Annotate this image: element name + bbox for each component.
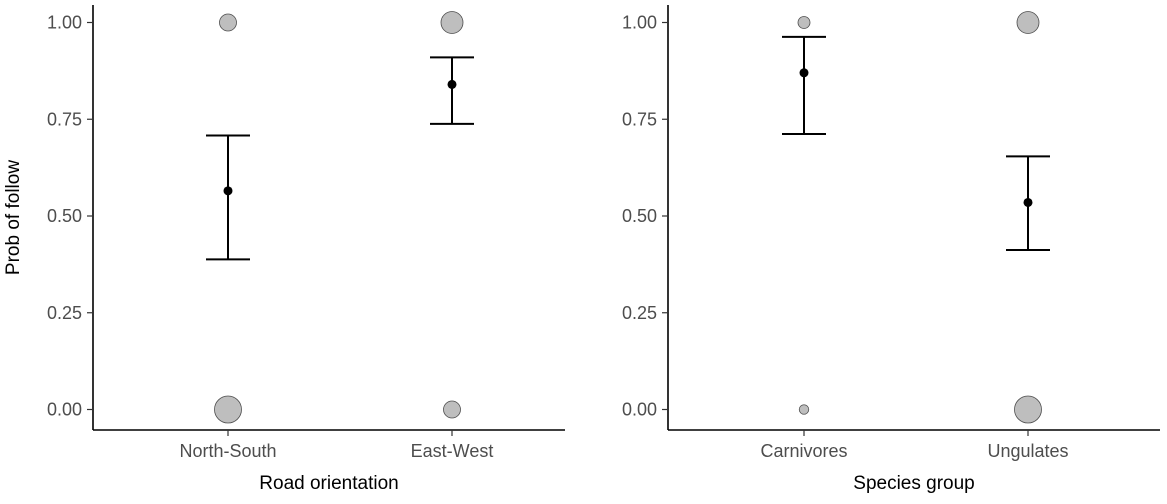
- x-tick-label: North-South: [179, 441, 276, 461]
- y-tick-label: 0.50: [47, 206, 82, 226]
- data-bubble: [219, 13, 237, 32]
- chart-panel-1: 0.00 0.25 0.50 0.75 1.00 North-South East-West…: [3, 5, 565, 494]
- y-tick-label: 1.00: [622, 13, 657, 33]
- data-bubble: [214, 395, 242, 424]
- x-axis-title: Road orientation: [259, 473, 398, 494]
- y-tick-label: 1.00: [47, 13, 82, 33]
- y-tick-label: 0.75: [622, 109, 657, 129]
- y-axis-title: Prob of follow: [3, 160, 24, 275]
- data-bubble: [440, 11, 464, 34]
- chart-panel-2: 0.00 0.25 0.50 0.75 1.00 Carnivores Ungulates S…: [622, 5, 1160, 494]
- estimate-point: [447, 79, 457, 89]
- y-tick-label: 0.00: [622, 400, 657, 420]
- x-axis-title: Species group: [853, 473, 974, 494]
- x-tick-label: Carnivores: [760, 441, 847, 461]
- y-tick-label: 0.50: [622, 206, 657, 226]
- data-bubble: [1014, 395, 1042, 424]
- y-tick-label: 0.25: [622, 303, 657, 323]
- data-bubble: [798, 404, 810, 415]
- y-tick-label: 0.25: [47, 303, 82, 323]
- x-tick-label: Ungulates: [987, 441, 1068, 461]
- data-bubble: [1016, 11, 1040, 34]
- y-tick-label: 0.75: [47, 109, 82, 129]
- y-tick-label: 0.00: [47, 400, 82, 420]
- data-bubble: [797, 16, 811, 29]
- data-bubble: [443, 400, 461, 419]
- estimate-point: [1023, 197, 1033, 207]
- x-tick-label: East-West: [411, 441, 494, 461]
- estimate-point: [799, 68, 809, 78]
- estimate-point: [223, 186, 233, 196]
